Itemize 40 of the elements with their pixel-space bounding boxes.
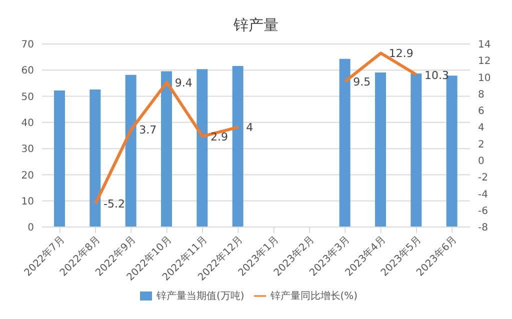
- bar: [54, 90, 65, 227]
- y2-tick-label: -2: [478, 172, 488, 184]
- bar: [90, 89, 101, 227]
- bar: [410, 74, 422, 227]
- y-tick-label: 20: [21, 170, 34, 182]
- y2-tick-label: -4: [478, 189, 488, 200]
- bar: [196, 69, 208, 227]
- bar: [232, 66, 244, 227]
- y2-tick-label: 0: [478, 156, 484, 168]
- y-tick-label: 60: [21, 66, 34, 77]
- y2-tick-label: 10: [478, 72, 491, 84]
- bar: [125, 74, 136, 227]
- bar: [375, 72, 386, 227]
- y-tick-label: 40: [21, 118, 34, 129]
- data-label: 12.9: [388, 47, 414, 60]
- y2-tick-label: -6: [478, 206, 488, 217]
- y-tick-label: 50: [21, 92, 34, 103]
- data-label: 9.5: [353, 75, 371, 88]
- y2-tick-label: -8: [478, 222, 488, 234]
- legend-label: 锌产量同比增长(%): [270, 291, 358, 302]
- bar: [161, 71, 172, 227]
- data-label: 2.9: [210, 130, 228, 144]
- data-label: 10.3: [424, 68, 449, 82]
- data-label: 3.7: [139, 124, 157, 137]
- y-tick-label: 10: [21, 196, 34, 208]
- y2-tick-label: 2: [478, 139, 484, 150]
- y-tick-label: 30: [21, 144, 34, 156]
- data-label: -5.2: [104, 198, 125, 211]
- data-label: 4: [246, 121, 254, 134]
- data-label: 9.4: [174, 76, 192, 90]
- y2-tick-label: 8: [478, 89, 484, 100]
- chart-title: 锌产量: [232, 15, 280, 36]
- y-tick-label: 0: [28, 222, 34, 234]
- y2-tick-label: 14: [478, 40, 491, 51]
- legend-label: 锌产量当期值(万吨): [156, 291, 244, 302]
- y-tick-label: 70: [21, 40, 34, 51]
- y2-tick-label: 6: [478, 106, 484, 118]
- bar: [339, 58, 350, 227]
- y2-tick-label: 12: [478, 56, 491, 68]
- y2-tick-label: 4: [478, 122, 484, 134]
